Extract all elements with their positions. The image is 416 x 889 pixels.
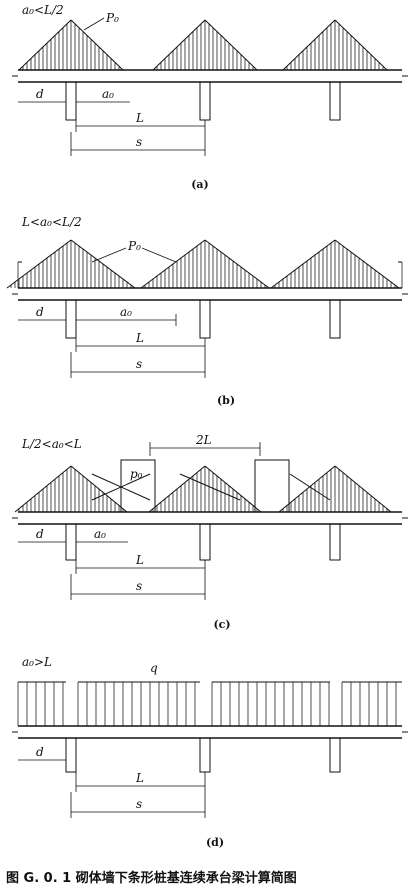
load-outline <box>179 473 241 501</box>
load-outline <box>70 239 136 289</box>
panel-d-caption: (d) <box>206 836 224 849</box>
load-outline <box>204 239 270 289</box>
load-outline <box>140 239 206 289</box>
panel-d-dim-s: s <box>136 797 142 811</box>
panel-a-dimensions <box>18 96 206 156</box>
panel-a-load-label: P₀ <box>105 11 119 25</box>
panel-d: a₀>L q d L s (d) <box>12 655 408 849</box>
load-outline <box>334 465 392 513</box>
panel-a: a₀<L/2 P₀ d a₀ L s (a) <box>12 3 408 191</box>
panel-b-dim-L: L <box>135 331 144 345</box>
panel-d-load-hatch <box>17 681 402 726</box>
panel-b-caption: (b) <box>217 394 235 407</box>
panel-b-dim-d: d <box>36 305 44 319</box>
panel-b-dimensions <box>18 314 206 378</box>
load-outline <box>70 465 128 513</box>
load-outline <box>152 19 206 71</box>
load-outline <box>334 239 400 289</box>
load-outline <box>282 19 336 71</box>
load-outline <box>204 465 262 513</box>
panel-c-load-label: p₀ <box>130 467 143 481</box>
load-outline <box>70 19 124 71</box>
panel-a-load-hatch <box>18 19 388 71</box>
panel-b-beam <box>12 287 408 301</box>
load-outline <box>14 465 72 513</box>
load-outline <box>334 19 388 71</box>
panel-d-condition: a₀>L <box>22 655 52 669</box>
panel-d-piles <box>65 737 341 773</box>
panel-c-dim-a0: a₀ <box>94 527 106 541</box>
figure-title: 图 G. 0. 1 砌体墙下条形桩基连续承台梁计算简图 <box>6 870 297 886</box>
panel-d-dimensions <box>18 754 206 818</box>
panel-b-dim-s: s <box>136 357 142 371</box>
panel-c-condition: L/2<a₀<L <box>21 437 82 451</box>
load-outline <box>204 19 258 71</box>
panel-c-beam <box>12 511 408 525</box>
panel-c: L/2<a₀<L 2L p₀ d a₀ L s (c) <box>12 433 408 631</box>
panel-b-piles <box>65 299 341 339</box>
panel-c-dim-s: s <box>136 579 142 593</box>
load-outline <box>148 465 206 513</box>
panel-a-dim-s: s <box>136 135 142 149</box>
panel-d-dim-d: d <box>36 745 44 759</box>
panel-b-load-hatch <box>6 239 403 289</box>
panel-a-dim-d: d <box>36 87 44 101</box>
panel-b-load-label: P₀ <box>127 239 141 253</box>
load-outline <box>270 239 336 289</box>
panel-c-span-label: 2L <box>195 433 212 447</box>
panel-a-dim-L: L <box>135 111 144 125</box>
panel-c-dim-L: L <box>135 553 144 567</box>
panel-d-beam <box>12 725 408 739</box>
panel-c-dim-d: d <box>36 527 44 541</box>
panel-c-load-hatch <box>14 465 392 513</box>
panel-a-beam <box>12 69 408 83</box>
panel-d-dim-L: L <box>135 771 144 785</box>
panel-b-dim-a0: a₀ <box>120 305 132 319</box>
panel-a-dim-a0: a₀ <box>102 87 114 101</box>
panel-a-caption: (a) <box>191 178 209 191</box>
load-outline <box>18 19 72 71</box>
panel-b: L<a₀<L/2 P₀ d a₀ L s (b) <box>6 215 408 407</box>
panel-b-condition: L<a₀<L/2 <box>21 215 82 229</box>
panel-a-condition: a₀<L/2 <box>22 3 64 17</box>
panel-d-load-label: q <box>150 661 158 675</box>
panel-c-caption: (c) <box>213 618 230 631</box>
panel-c-dimensions <box>18 442 261 600</box>
load-outline <box>289 473 331 501</box>
load-outline <box>278 465 336 513</box>
